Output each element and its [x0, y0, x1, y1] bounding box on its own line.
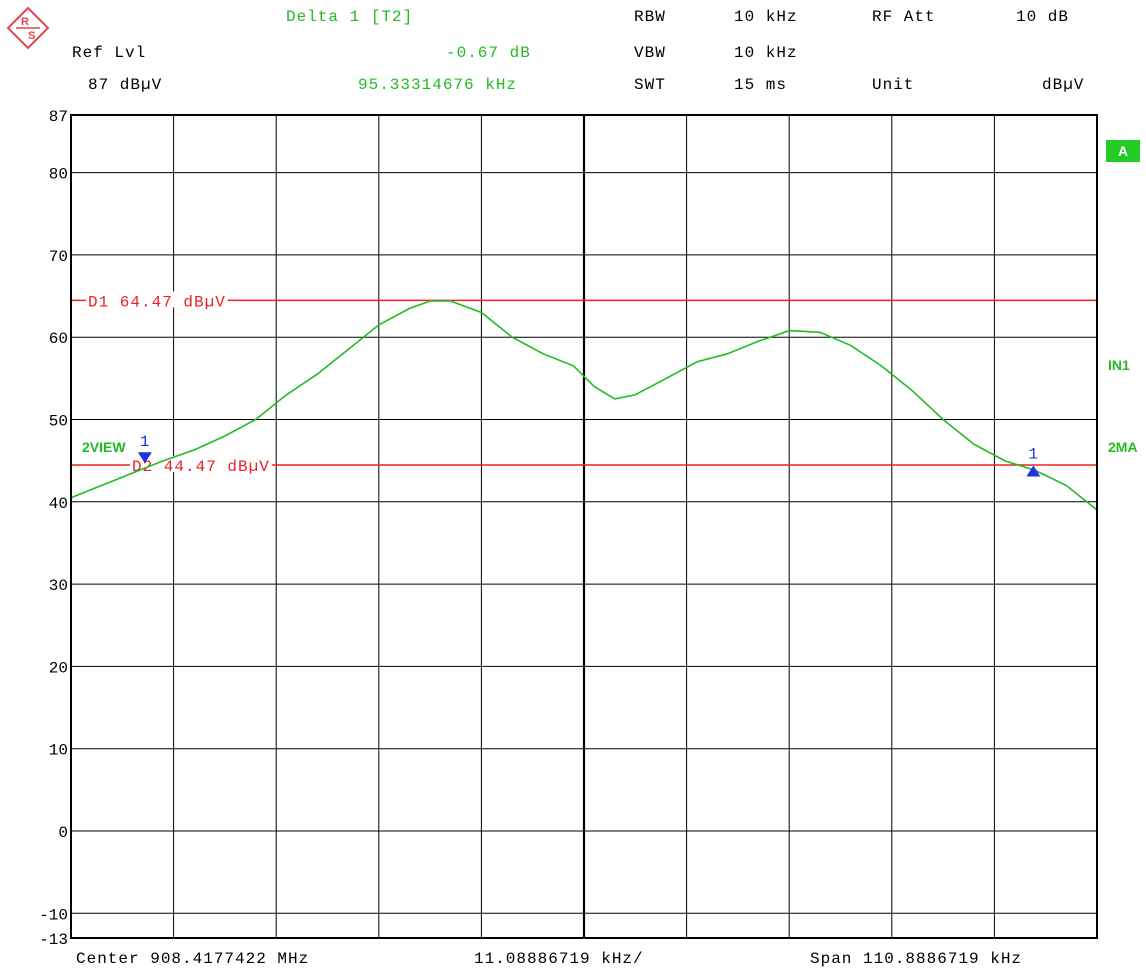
- y-tick-label: 80: [49, 166, 68, 184]
- y-tick-label: 40: [49, 495, 68, 513]
- trace-a-badge: A: [1106, 140, 1140, 162]
- marker-2-symbol: [1026, 465, 1041, 477]
- trace-line: [70, 300, 1098, 511]
- y-tick-label: 87: [49, 108, 68, 126]
- y-tick-label: 10: [49, 742, 68, 760]
- markers: 11: [137, 433, 1041, 477]
- svg-text:R: R: [21, 16, 29, 28]
- rf-att-label: RF Att: [872, 8, 936, 26]
- unit-value: dBµV: [1042, 76, 1085, 94]
- display-line-label-d2: D2 44.47 dBµV: [132, 458, 270, 476]
- y-tick-label: 30: [49, 577, 68, 595]
- plot-frame: [70, 114, 1098, 939]
- trace-2-max-label: 2MA: [1108, 439, 1138, 455]
- swt-label: SWT: [634, 76, 666, 94]
- vbw-label: VBW: [634, 44, 666, 62]
- delta-marker-frequency: 95.33314676 kHz: [358, 76, 518, 94]
- rbw-label: RBW: [634, 8, 666, 26]
- swt-value: 15 ms: [734, 76, 788, 94]
- vbw-value: 10 kHz: [734, 44, 798, 62]
- ref-level-value: 87 dBµV: [88, 76, 163, 94]
- y-tick-label: 60: [49, 330, 68, 348]
- display-line-label-bg: [86, 291, 228, 308]
- y-tick-labels: 87 80 70 60 50 40 30 20 10 0 -10 -13: [39, 108, 68, 949]
- y-tick-label: -10: [39, 906, 68, 924]
- svg-text:S: S: [28, 30, 35, 42]
- unit-label: Unit: [872, 76, 915, 94]
- rf-att-value: 10 dB: [1016, 8, 1070, 26]
- delta-marker-label: Delta 1 [T2]: [286, 8, 414, 26]
- span-total: Span 110.8886719 kHz: [810, 950, 1023, 968]
- center-frequency: Center 908.4177422 MHz: [76, 950, 310, 968]
- ref-level-label: Ref Lvl: [72, 44, 147, 62]
- display-line-label-d1: D1 64.47 dBµV: [88, 293, 226, 311]
- delta-marker-level: -0.67 dB: [446, 44, 531, 62]
- y-tick-label: 20: [49, 659, 68, 677]
- rbw-value: 10 kHz: [734, 8, 798, 26]
- marker-2-label: 1: [1028, 446, 1038, 464]
- trace-2-view-label: 2VIEW: [82, 439, 126, 455]
- span-per-division: 11.08886719 kHz/: [474, 950, 644, 968]
- marker-1-label: 1: [140, 433, 150, 451]
- rohde-schwarz-logo-icon: R S: [6, 6, 50, 50]
- input-1-label: IN1: [1108, 357, 1130, 373]
- y-tick-label: -13: [39, 931, 68, 949]
- marker-1-symbol: [137, 452, 152, 464]
- grid: [71, 115, 1097, 938]
- y-tick-label: 50: [49, 413, 68, 431]
- y-tick-label: 70: [49, 248, 68, 266]
- y-tick-label: 0: [58, 824, 68, 842]
